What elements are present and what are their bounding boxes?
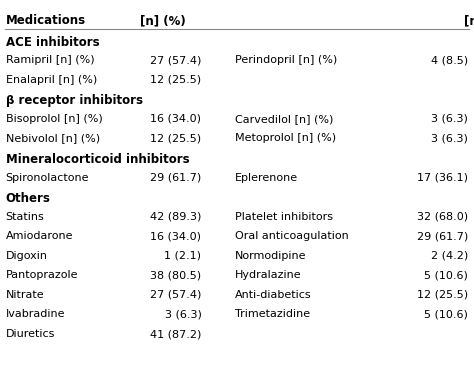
- Text: Oral anticoagulation: Oral anticoagulation: [235, 231, 348, 241]
- Text: Ramipril [n] (%): Ramipril [n] (%): [6, 55, 94, 65]
- Text: 32 (68.0): 32 (68.0): [417, 212, 468, 222]
- Text: Others: Others: [6, 192, 51, 205]
- Text: Metoprolol [n] (%): Metoprolol [n] (%): [235, 133, 336, 144]
- Text: Perindopril [n] (%): Perindopril [n] (%): [235, 55, 337, 65]
- Text: Platelet inhibitors: Platelet inhibitors: [235, 212, 333, 222]
- Text: Diuretics: Diuretics: [6, 329, 55, 339]
- Text: 38 (80.5): 38 (80.5): [150, 270, 201, 280]
- Text: 12 (25.5): 12 (25.5): [150, 133, 201, 144]
- Text: [n] (%): [n] (%): [464, 14, 474, 27]
- Text: 5 (10.6): 5 (10.6): [424, 270, 468, 280]
- Text: Amiodarone: Amiodarone: [6, 231, 73, 241]
- Text: Eplerenone: Eplerenone: [235, 173, 298, 183]
- Text: 3 (6.3): 3 (6.3): [431, 133, 468, 144]
- Text: 29 (61.7): 29 (61.7): [417, 231, 468, 241]
- Text: Enalapril [n] (%): Enalapril [n] (%): [6, 75, 97, 85]
- Text: 42 (89.3): 42 (89.3): [150, 212, 201, 222]
- Text: 12 (25.5): 12 (25.5): [150, 75, 201, 85]
- Text: Ivabradine: Ivabradine: [6, 309, 65, 320]
- Text: 12 (25.5): 12 (25.5): [417, 290, 468, 300]
- Text: 41 (87.2): 41 (87.2): [150, 329, 201, 339]
- Text: β receptor inhibitors: β receptor inhibitors: [6, 94, 143, 108]
- Text: 2 (4.2): 2 (4.2): [431, 251, 468, 261]
- Text: Trimetazidine: Trimetazidine: [235, 309, 310, 320]
- Text: Pantoprazole: Pantoprazole: [6, 270, 78, 280]
- Text: 16 (34.0): 16 (34.0): [150, 114, 201, 124]
- Text: 17 (36.1): 17 (36.1): [417, 173, 468, 183]
- Text: Carvedilol [n] (%): Carvedilol [n] (%): [235, 114, 333, 124]
- Text: 5 (10.6): 5 (10.6): [424, 309, 468, 320]
- Text: Spironolactone: Spironolactone: [6, 173, 89, 183]
- Text: 16 (34.0): 16 (34.0): [150, 231, 201, 241]
- Text: Medications: Medications: [6, 14, 86, 27]
- Text: 4 (8.5): 4 (8.5): [431, 55, 468, 65]
- Text: 27 (57.4): 27 (57.4): [150, 290, 201, 300]
- Text: 3 (6.3): 3 (6.3): [164, 309, 201, 320]
- Text: Nebivolol [n] (%): Nebivolol [n] (%): [6, 133, 100, 144]
- Text: 27 (57.4): 27 (57.4): [150, 55, 201, 65]
- Text: Nitrate: Nitrate: [6, 290, 44, 300]
- Text: 3 (6.3): 3 (6.3): [431, 114, 468, 124]
- Text: Hydralazine: Hydralazine: [235, 270, 301, 280]
- Text: 1 (2.1): 1 (2.1): [164, 251, 201, 261]
- Text: Digoxin: Digoxin: [6, 251, 48, 261]
- Text: [n] (%): [n] (%): [140, 14, 186, 27]
- Text: 29 (61.7): 29 (61.7): [150, 173, 201, 183]
- Text: Normodipine: Normodipine: [235, 251, 306, 261]
- Text: ACE inhibitors: ACE inhibitors: [6, 36, 100, 49]
- Text: Mineralocorticoid inhibitors: Mineralocorticoid inhibitors: [6, 153, 189, 166]
- Text: Anti-diabetics: Anti-diabetics: [235, 290, 311, 300]
- Text: Statins: Statins: [6, 212, 45, 222]
- Text: Bisoprolol [n] (%): Bisoprolol [n] (%): [6, 114, 102, 124]
